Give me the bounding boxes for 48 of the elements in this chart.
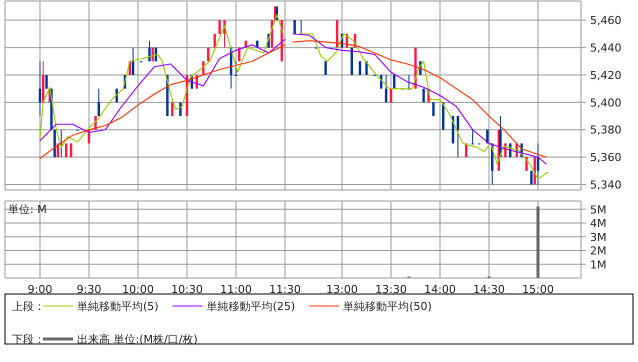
- y-tick-label: 4M: [590, 217, 606, 230]
- x-tick-label: 14:30: [473, 283, 505, 296]
- x-tick-label: 13:00: [326, 283, 358, 296]
- y-tick-label: 5M: [590, 203, 606, 216]
- x-tick-label: 10:00: [122, 283, 154, 296]
- candlestick: [238, 47, 240, 62]
- candlestick: [132, 47, 134, 76]
- candlestick: [116, 88, 118, 103]
- legend-title: 下段：: [12, 333, 45, 346]
- x-tick-label: 9:30: [76, 283, 102, 296]
- candlestick: [207, 47, 210, 62]
- x-tick-label: 13:30: [375, 283, 407, 296]
- y-tick-label: 5,440: [590, 42, 622, 55]
- legend-title: 上段：: [12, 300, 45, 313]
- y-tick-label: 5,360: [590, 151, 622, 164]
- candlestick: [471, 129, 474, 144]
- candlestick: [486, 129, 489, 144]
- x-tick-label: 11:30: [269, 283, 301, 296]
- x-tick-label: 11:00: [220, 283, 252, 296]
- candlestick: [148, 40, 151, 62]
- x-tick-label: 15:00: [522, 283, 554, 296]
- candlestick: [384, 74, 388, 103]
- y-tick-label: 1M: [590, 258, 606, 272]
- candlestick: [358, 60, 362, 76]
- y-axis-title: 単位: M: [8, 203, 47, 216]
- y-tick-label: 3M: [590, 230, 606, 244]
- candlestick: [422, 88, 425, 103]
- y-tick-label: 2M: [590, 244, 606, 258]
- y-tick-label: 5,420: [590, 68, 622, 82]
- y-tick-label: 5,380: [590, 124, 622, 137]
- legend-label: 出来高 単位:(M株/口/枚): [77, 333, 198, 346]
- candlestick: [154, 47, 158, 62]
- candlestick: [151, 47, 154, 62]
- y-tick-label: 5,400: [590, 96, 622, 110]
- candlestick: [218, 20, 221, 34]
- x-tick-label: 9:00: [28, 283, 52, 296]
- x-tick-label: 10:30: [171, 283, 203, 296]
- y-tick-label: 5,460: [590, 14, 622, 28]
- candlestick: [293, 20, 296, 34]
- candlestick: [324, 60, 327, 76]
- legend-label: 単純移動平均(5): [77, 300, 159, 313]
- candlestick: [456, 116, 460, 158]
- x-tick-label: 14:00: [424, 283, 456, 296]
- legend: 下段： 出来高 単位:(M株/口/枚): [12, 333, 198, 346]
- candlestick: [98, 88, 100, 117]
- y-tick-label: 5,340: [590, 178, 622, 192]
- legend-label: 単純移動平均(50): [343, 300, 432, 313]
- legend-label: 単純移動平均(25): [206, 300, 296, 313]
